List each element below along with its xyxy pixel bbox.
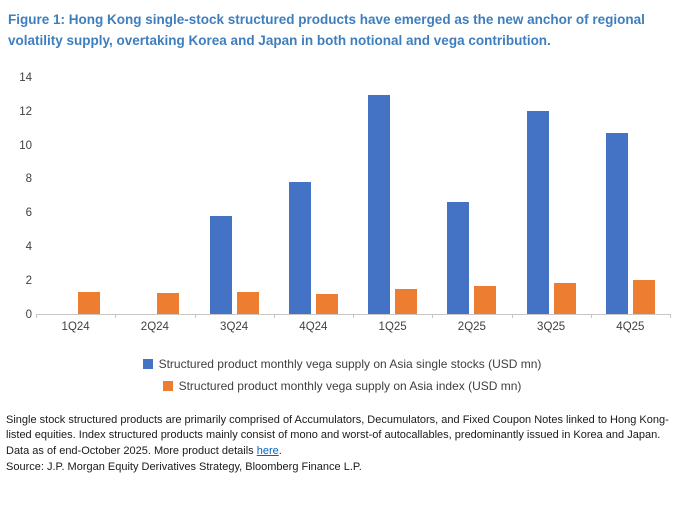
bar-single-stocks-3Q24	[209, 215, 232, 314]
bar-index-1Q25	[395, 289, 418, 314]
bar-single-stocks-4Q25	[605, 132, 628, 314]
bar-single-stocks-1Q25	[368, 95, 391, 314]
y-axis-tick-label: 2	[25, 274, 32, 287]
legend-item-single-stocks: Structured product monthly vega supply o…	[142, 356, 542, 371]
bar-index-4Q24	[315, 293, 338, 314]
chart-legend: Structured product monthly vega supply o…	[0, 357, 684, 393]
bar-chart: 0 2 4 6 8 10 12 14 1Q24 2Q24 3Q24 4Q24 1Q25 2Q25 3Q25…	[10, 72, 672, 340]
bar-index-3Q24	[236, 291, 259, 314]
legend-label: Structured product monthly vega supply o…	[158, 356, 542, 371]
legend-swatch-icon	[162, 380, 173, 391]
figure-title: Figure 1: Hong Kong single-stock structu…	[8, 12, 645, 48]
legend-swatch-icon	[142, 358, 153, 369]
legend-item-index: Structured product monthly vega supply o…	[162, 378, 522, 393]
plot-area: 1Q24 2Q24 3Q24 4Q24 1Q25 2Q25 3Q25 4Q25	[36, 78, 672, 333]
bar-index-4Q25	[632, 280, 655, 314]
product-details-link[interactable]: here	[256, 445, 279, 458]
x-axis-tick-label: 3Q25	[537, 320, 566, 333]
x-axis-tick-label: 3Q24	[220, 320, 249, 333]
footnote: Single stock structured products are pri…	[6, 413, 674, 460]
category-4Q25: 4Q25	[591, 78, 672, 333]
category-3Q25: 3Q25	[512, 78, 593, 333]
x-axis-tick-label: 4Q25	[616, 320, 645, 333]
y-axis-tick-label: 12	[19, 105, 32, 118]
category-4Q24: 4Q24	[274, 78, 355, 333]
x-axis-tick-label: 1Q25	[378, 320, 407, 333]
bar-index-2Q24	[157, 292, 180, 314]
y-axis: 0 2 4 6 8 10 12 14	[10, 72, 36, 321]
category-3Q24: 3Q24	[195, 78, 276, 333]
y-axis-tick-label: 14	[19, 71, 32, 84]
y-axis-tick-label: 0	[25, 308, 32, 321]
bar-single-stocks-4Q24	[288, 181, 311, 314]
bar-index-3Q25	[553, 283, 576, 314]
bar-index-1Q24	[78, 291, 101, 314]
legend-label: Structured product monthly vega supply o…	[178, 378, 522, 393]
x-axis-tick-label: 2Q25	[457, 320, 486, 333]
y-axis-tick-label: 10	[19, 139, 32, 152]
category-2Q24: 2Q24	[115, 78, 196, 333]
footnote-text-after-link: .	[278, 445, 282, 458]
footnote-text: Single stock structured products are pri…	[6, 413, 669, 458]
bar-single-stocks-2Q25	[447, 202, 470, 314]
x-axis-tick-label: 4Q24	[299, 320, 328, 333]
bar-index-2Q25	[474, 285, 497, 314]
bar-single-stocks-3Q25	[526, 110, 549, 314]
source-line: Source: J.P. Morgan Equity Derivatives S…	[6, 460, 362, 473]
y-axis-tick-label: 6	[25, 207, 32, 220]
category-1Q25: 1Q25	[353, 78, 434, 333]
x-axis-tick-label: 1Q24	[61, 320, 90, 333]
y-axis-tick-label: 4	[25, 241, 32, 254]
x-axis-tick-label: 2Q24	[140, 320, 169, 333]
category-2Q25: 2Q25	[432, 78, 513, 333]
y-axis-tick-label: 8	[25, 173, 32, 186]
category-1Q24: 1Q24	[36, 78, 117, 333]
